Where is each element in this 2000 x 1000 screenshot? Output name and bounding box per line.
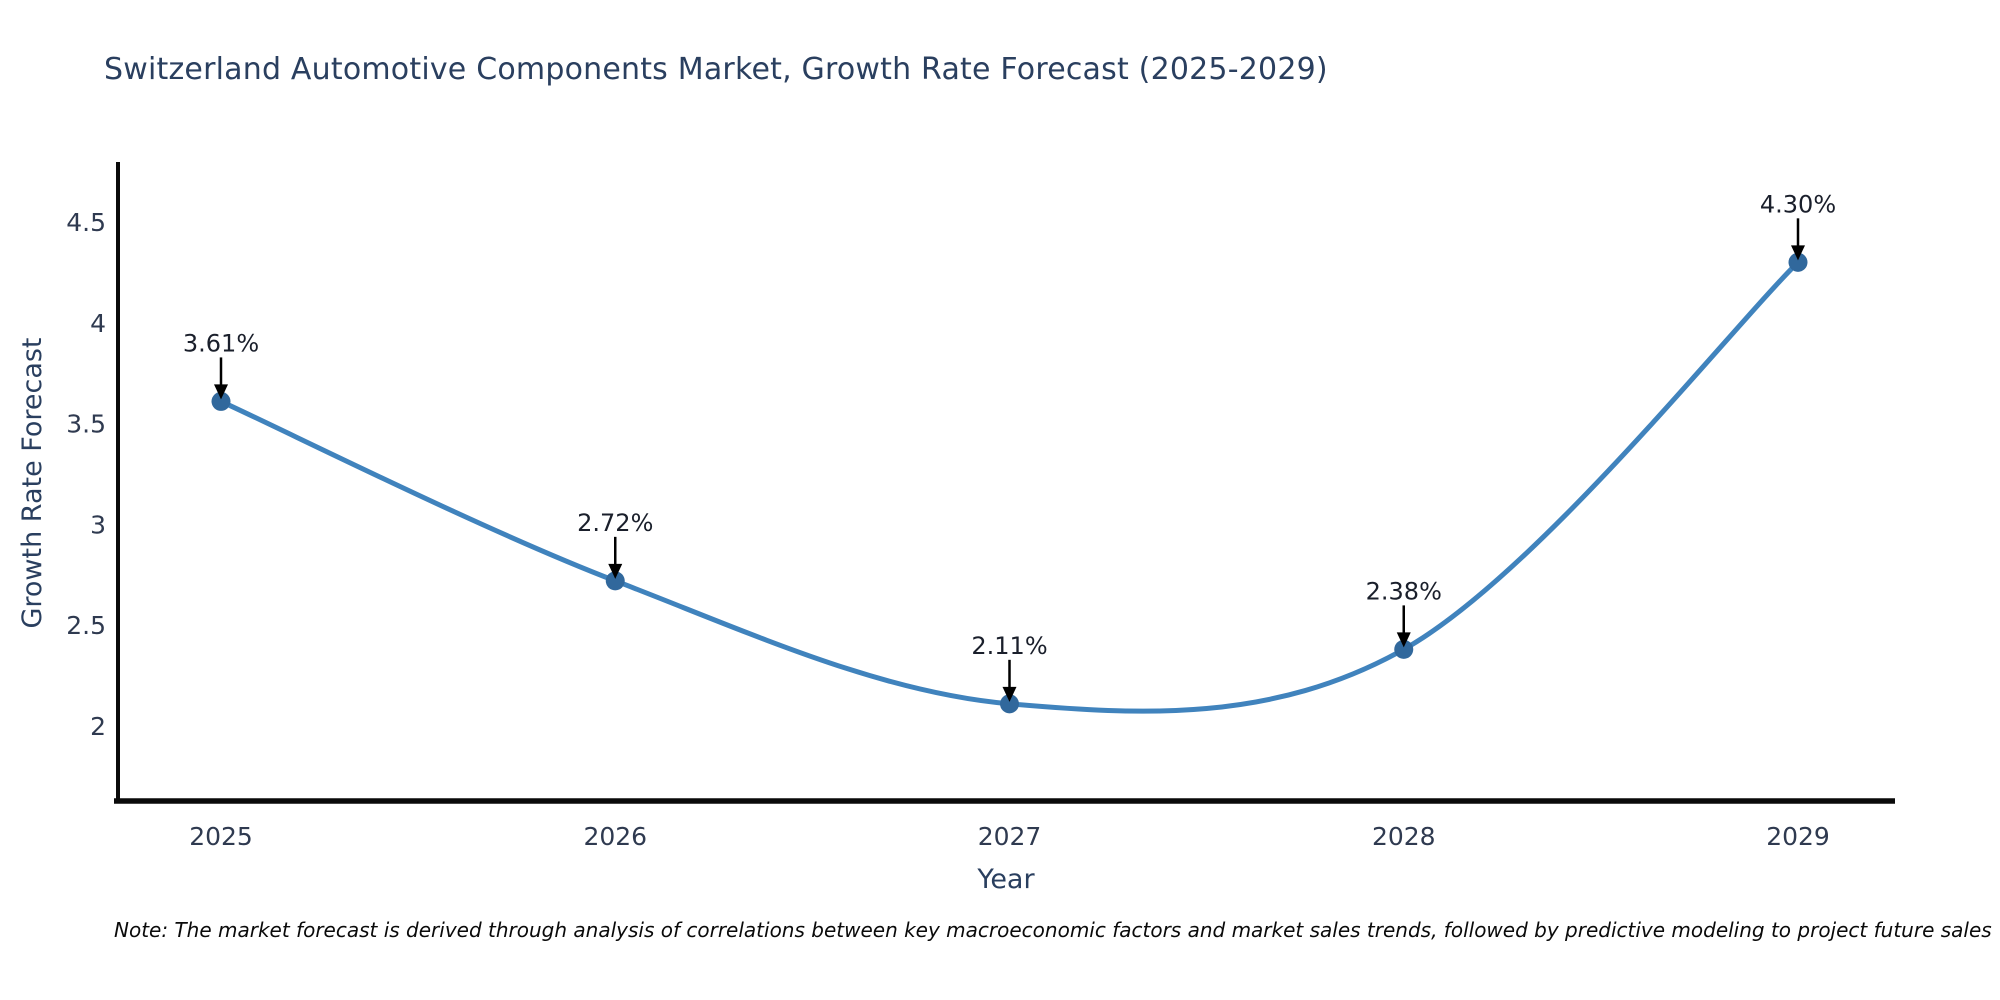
y-tick-label: 3.5 [66, 410, 106, 439]
x-tick-label: 2029 [1766, 822, 1830, 851]
y-tick-label: 2 [90, 712, 106, 741]
annotation-arrowhead-icon [608, 563, 623, 579]
data-point-label: 3.61% [183, 329, 259, 357]
data-point-label: 2.11% [971, 632, 1047, 660]
footnote: Note: The market forecast is derived thr… [114, 918, 1992, 942]
chart-title: Switzerland Automotive Components Market… [104, 52, 1328, 87]
forecast-line [218, 259, 1801, 714]
x-tick-label: 2027 [978, 822, 1042, 851]
annotation-arrowhead-icon [214, 384, 228, 400]
data-point-label: 4.30% [1760, 190, 1836, 218]
data-point-marker [605, 571, 625, 591]
x-tick-label: 2028 [1372, 822, 1436, 851]
annotation-arrowhead-icon [1396, 632, 1411, 648]
x-axis-title: Year [977, 864, 1035, 895]
x-tick-label: 2025 [189, 822, 253, 851]
data-point-marker [1394, 639, 1414, 659]
y-tick-label: 3 [90, 510, 106, 539]
data-point-marker [1788, 252, 1808, 272]
x-tick-label: 2026 [583, 822, 647, 851]
data-point-marker [1000, 694, 1019, 714]
y-tick-label: 4 [90, 309, 106, 338]
data-point-marker [211, 391, 231, 411]
annotation-arrowhead-icon [1791, 245, 1805, 261]
y-tick-label: 2.5 [66, 611, 106, 640]
data-point-label: 2.38% [1366, 577, 1442, 605]
data-point-label: 2.72% [577, 509, 653, 537]
annotation-arrowhead-icon [1002, 686, 1017, 702]
y-tick-label: 4.5 [66, 208, 106, 237]
